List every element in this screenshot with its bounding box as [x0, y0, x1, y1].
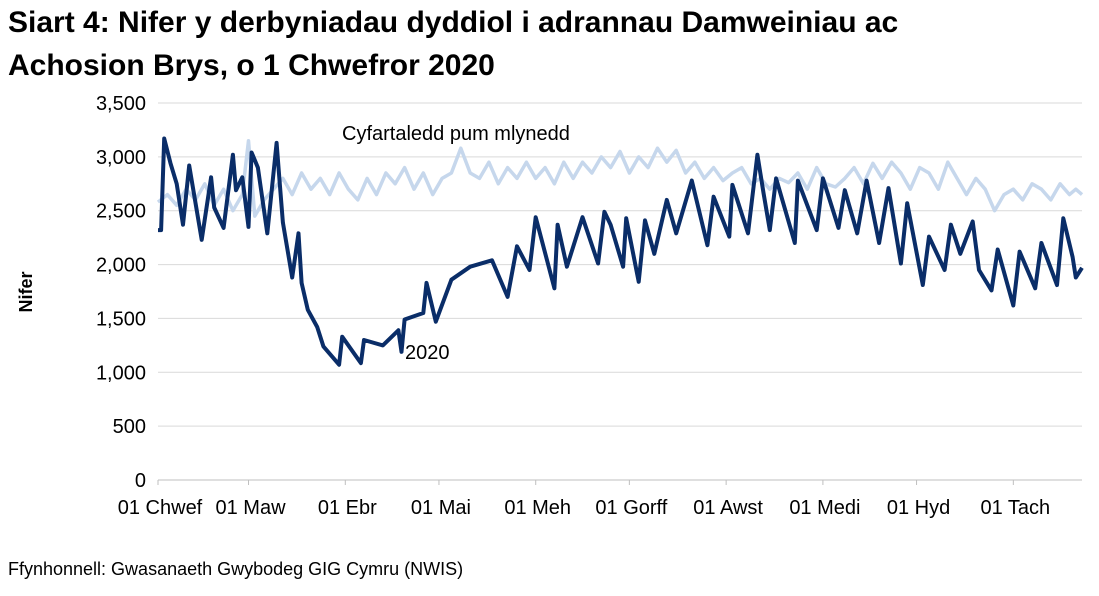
y-tick-label: 500 [113, 416, 146, 438]
y-tick-label: 2,000 [96, 255, 146, 277]
x-tick-label: 01 Mai [411, 497, 471, 519]
x-tick-label: 01 Tach [980, 497, 1050, 519]
y-tick-label: 0 [135, 470, 146, 492]
series-label-five-year-average: Cyfartaledd pum mlynedd [342, 123, 570, 145]
source-note: Ffynhonnell: Gwasanaeth Gwybodeg GIG Cym… [8, 559, 463, 579]
x-tick-label: 01 Medi [789, 497, 860, 519]
series-line-five-year-average [156, 138, 1084, 218]
y-axis-ticks: 0 500 1,000 1,500 2,000 2,500 3,000 3,500 [96, 93, 146, 492]
chart-title-line-1: Siart 4: Nifer y derbyniadau dyddiol i a… [8, 6, 898, 39]
x-tick-label: 01 Maw [216, 497, 287, 519]
y-tick-label: 3,000 [96, 147, 146, 169]
series-line-2020 [158, 136, 1084, 367]
x-tick-label: 01 Hyd [887, 497, 950, 519]
y-tick-label: 1,500 [96, 308, 146, 330]
x-tick-label: 01 Chwef [118, 497, 203, 519]
y-tick-label: 1,000 [96, 362, 146, 384]
x-tick-label: 01 Awst [693, 497, 763, 519]
y-tick-label: 3,500 [96, 93, 146, 115]
x-tick-label: 01 Ebr [318, 497, 377, 519]
x-axis-ticks: 01 Chwef 01 Maw 01 Ebr 01 Mai 01 Meh 01 Gorff… [118, 480, 1050, 519]
y-axis-label: Nifer [16, 271, 36, 312]
series-group [156, 136, 1084, 367]
chart-title-line-2: Achosion Brys, o 1 Chwefror 2020 [8, 49, 495, 82]
x-tick-label: 01 Gorff [595, 497, 667, 519]
x-tick-label: 01 Meh [504, 497, 571, 519]
series-label-2020: 2020 [405, 342, 450, 364]
y-tick-label: 2,500 [96, 201, 146, 223]
